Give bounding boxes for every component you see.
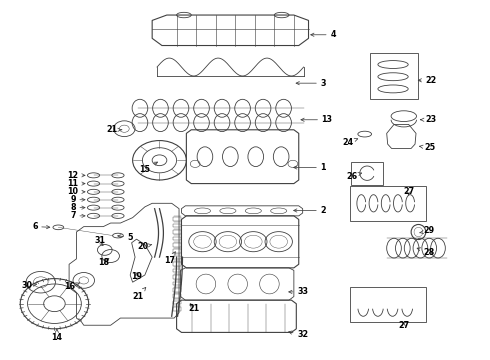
Text: 3: 3 <box>296 79 326 88</box>
Text: 20: 20 <box>138 242 152 251</box>
Text: 7: 7 <box>70 211 85 220</box>
Text: 32: 32 <box>289 330 308 339</box>
Text: 6: 6 <box>32 222 50 231</box>
Text: 1: 1 <box>294 163 326 172</box>
Text: 13: 13 <box>301 115 333 124</box>
Text: 21: 21 <box>188 303 199 312</box>
Bar <box>173 275 181 279</box>
Text: 17: 17 <box>164 252 175 265</box>
Text: 9: 9 <box>70 195 85 204</box>
Bar <box>173 249 181 253</box>
Text: 19: 19 <box>131 272 142 281</box>
Bar <box>173 307 181 311</box>
Text: 2: 2 <box>294 206 326 215</box>
Text: 29: 29 <box>419 226 435 235</box>
Text: 31: 31 <box>95 237 105 246</box>
Text: 16: 16 <box>65 282 80 291</box>
Text: 11: 11 <box>68 179 85 188</box>
Bar <box>173 230 181 234</box>
Bar <box>173 294 181 298</box>
Text: 18: 18 <box>98 258 109 267</box>
Text: 33: 33 <box>289 287 308 296</box>
Text: 8: 8 <box>70 203 85 212</box>
Bar <box>173 217 181 221</box>
Text: 24: 24 <box>342 138 358 147</box>
Text: 21: 21 <box>106 125 122 134</box>
Bar <box>173 224 181 227</box>
Text: 5: 5 <box>118 233 133 242</box>
Bar <box>173 243 181 247</box>
Text: 14: 14 <box>51 329 62 342</box>
Text: 30: 30 <box>21 281 37 290</box>
Bar <box>173 269 181 272</box>
Text: 23: 23 <box>420 115 436 124</box>
Text: 28: 28 <box>417 248 434 257</box>
Bar <box>173 301 181 305</box>
Text: 4: 4 <box>311 30 336 39</box>
Text: 10: 10 <box>68 187 85 196</box>
Text: 12: 12 <box>68 171 85 180</box>
Bar <box>173 282 181 285</box>
Text: 22: 22 <box>418 76 436 85</box>
Bar <box>173 256 181 260</box>
Bar <box>173 288 181 292</box>
Text: 21: 21 <box>132 287 146 301</box>
Text: 26: 26 <box>346 172 362 181</box>
Text: 25: 25 <box>419 143 435 152</box>
Text: 27: 27 <box>398 321 409 330</box>
Text: 27: 27 <box>403 187 414 196</box>
Text: 15: 15 <box>139 162 158 174</box>
Bar <box>173 262 181 266</box>
Bar <box>173 237 181 240</box>
